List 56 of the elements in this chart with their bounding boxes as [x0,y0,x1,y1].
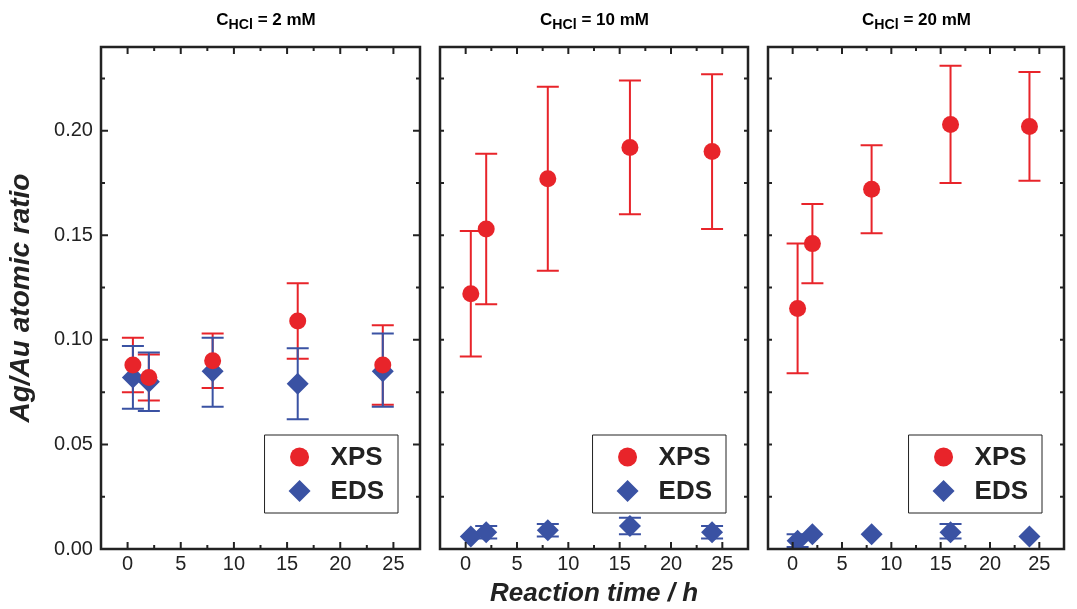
y-axis-title: Ag/Au atomic ratio [3,173,35,424]
legend-label: EDS [974,475,1029,506]
x-tick-label: 5 [175,551,187,574]
point [477,220,495,238]
x-tick-label: 0 [787,551,799,574]
x-tick-label: 0 [122,551,134,574]
point [539,170,557,188]
legend-label: EDS [330,475,385,506]
legend-label: XPS [974,441,1027,472]
x-tick-label: 20 [978,551,1002,574]
point [703,143,721,161]
x-tick-label: 5 [836,551,848,574]
point [801,523,824,546]
point [803,235,821,253]
point [374,356,392,374]
point [204,352,222,370]
point [939,521,962,544]
y-tick-label: 0.05 [54,431,93,454]
y-tick-label: 0.10 [54,327,93,350]
x-axis-title: Reaction time / h [489,576,699,607]
y-tick-label: 0.15 [54,222,93,245]
point [621,138,639,156]
point [140,368,158,386]
chart-title: C$_{HCl}$ = 10 mM [539,10,650,33]
x-tick-label: 10 [880,551,903,574]
legend-label: XPS [658,441,711,472]
point [536,519,559,542]
legend-label: EDS [658,475,713,506]
point [462,285,480,303]
x-tick-label: 25 [382,551,405,574]
point [289,312,307,330]
x-tick-label: 0 [460,551,472,574]
y-tick-label: 0.00 [54,536,93,559]
x-tick-label: 15 [929,551,952,574]
x-tick-label: 20 [659,551,683,574]
x-tick-label: 25 [711,551,734,574]
legend-label: XPS [330,441,383,472]
x-tick-label: 5 [511,551,523,574]
x-tick-label: 25 [1028,551,1051,574]
y-tick-label: 0.20 [54,118,93,141]
point [1020,117,1038,135]
point [863,180,881,198]
x-tick-label: 10 [557,551,580,574]
point [860,523,883,546]
x-tick-label: 15 [275,551,299,574]
chart-title: C$_{HCl}$ = 2 mM [215,10,317,33]
chart-title: C$_{HCl}$ = 20 mM [861,10,972,33]
point [124,356,142,374]
point [789,299,807,317]
x-tick-label: 15 [608,551,631,574]
point [286,372,309,395]
point [942,115,960,133]
point [459,525,482,548]
x-tick-label: 20 [329,551,352,574]
point [1018,525,1041,548]
x-tick-label: 10 [222,551,246,574]
